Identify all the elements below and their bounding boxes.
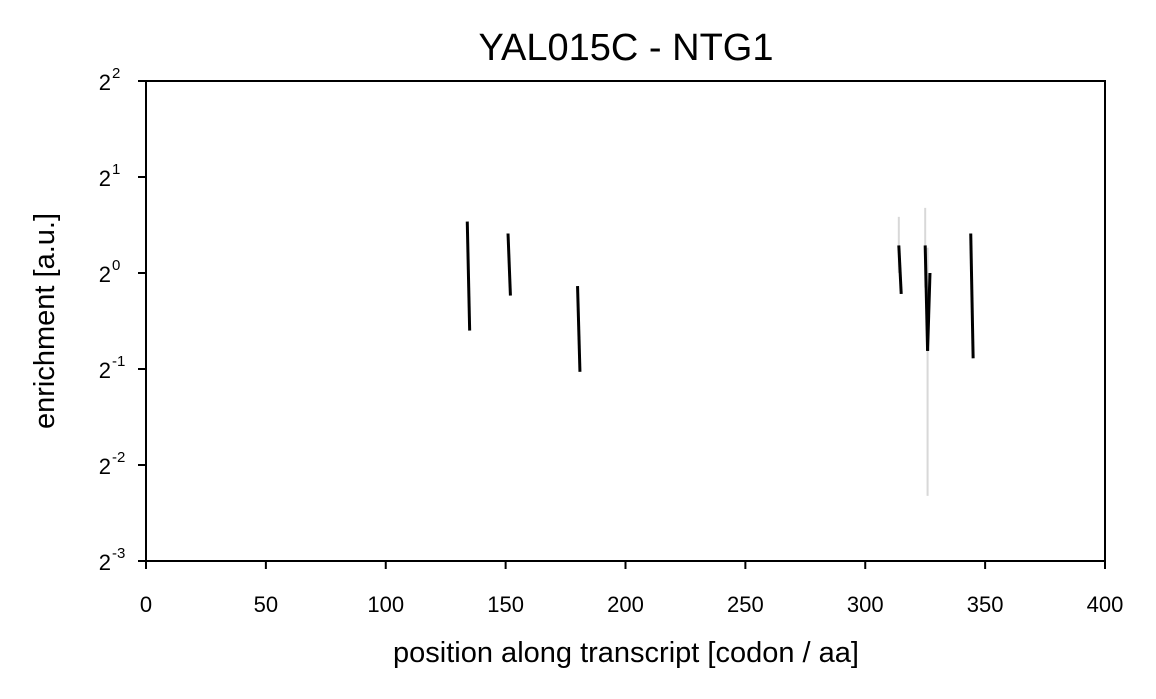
y-tick-label--3: 2	[99, 550, 111, 575]
data-segment-0	[465, 221, 472, 331]
y-tick-exponent--3: -3	[112, 545, 125, 562]
y-tick-exponent-2: 2	[112, 65, 120, 82]
y-tick-exponent--1: -1	[112, 353, 125, 370]
y-axis: 2 22 12 02 -12 -22 -3	[99, 65, 146, 575]
x-tick-label-400: 400	[1087, 592, 1124, 617]
y-tick-exponent--2: -2	[112, 449, 125, 466]
y-axis-label: enrichment [a.u.]	[29, 213, 61, 429]
x-tick-label-300: 300	[847, 592, 884, 617]
x-tick-label-100: 100	[367, 592, 404, 617]
y-tick-exponent-1: 1	[112, 161, 120, 178]
x-tick-label-50: 50	[254, 592, 278, 617]
x-axis: 0 50 100 150 200 250 300 350 400	[140, 561, 1123, 617]
y-tick-label--1: 2	[99, 358, 111, 383]
data-segment-2	[576, 286, 582, 372]
y-tick-label-1: 2	[99, 166, 111, 191]
x-tick-label-150: 150	[487, 592, 524, 617]
data-segment-1	[506, 233, 512, 296]
data-series	[465, 221, 975, 372]
x-tick-label-200: 200	[607, 592, 644, 617]
chart-title: YAL015C - NTG1	[479, 27, 774, 69]
data-segment-5	[926, 272, 932, 351]
x-axis-label: position along transcript [codon / aa]	[393, 637, 859, 669]
x-tick-label-350: 350	[967, 592, 1004, 617]
data-segment-3	[897, 245, 903, 294]
data-segment-6	[969, 233, 975, 359]
y-tick-label-0: 2	[99, 262, 111, 287]
x-tick-label-250: 250	[727, 592, 764, 617]
x-tick-label-0: 0	[140, 592, 152, 617]
y-tick-exponent-0: 0	[112, 257, 120, 274]
y-tick-label--2: 2	[99, 454, 111, 479]
y-tick-label-2: 2	[99, 70, 111, 95]
